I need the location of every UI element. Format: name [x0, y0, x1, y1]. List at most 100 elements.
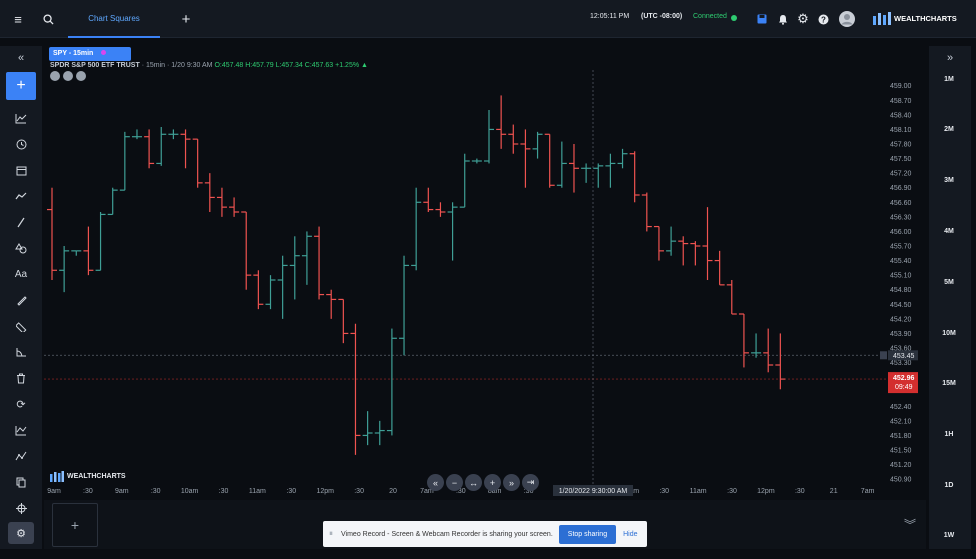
x-tick-label: 11am [249, 488, 266, 495]
save-icon[interactable] [755, 0, 769, 38]
y-tick-label: 459.00 [890, 83, 912, 90]
ohlc-bar [338, 298, 349, 344]
sharing-message: Vimeo Record - Screen & Webcam Recorder … [341, 530, 553, 538]
timeframe-2m[interactable]: 2M [944, 126, 954, 133]
crosshair-time-box [553, 485, 633, 496]
ohlc-bar [496, 95, 507, 149]
timeframe-15m[interactable]: 15M [942, 380, 956, 387]
x-tick-label: :30 [219, 488, 229, 495]
search-icon[interactable] [38, 0, 58, 38]
y-tick-label: 457.20 [890, 171, 912, 178]
settings-tool-icon[interactable]: ⚙ [8, 522, 34, 544]
scroll-right-button[interactable]: » [503, 474, 520, 491]
fit-button[interactable]: ↔ [465, 474, 482, 491]
timeframe-1d[interactable]: 1D [944, 482, 954, 489]
timeframe-3m[interactable]: 3M [944, 177, 954, 184]
plus-icon[interactable]: + [181, 10, 191, 28]
calendar-icon[interactable] [8, 160, 34, 180]
ohlc-bar [83, 226, 94, 276]
shapes-tool-icon[interactable] [8, 238, 34, 258]
add-study-button[interactable]: + [6, 72, 36, 100]
scroll-end-button[interactable]: ⇥ [522, 474, 539, 491]
ohlc-bar [751, 333, 762, 358]
polyline-tool-icon[interactable] [8, 446, 34, 466]
y-tick-label: 458.70 [890, 98, 912, 105]
timeframe-1m[interactable]: 1M [944, 76, 954, 83]
ruler-tool-icon[interactable] [8, 316, 34, 336]
ohlc-bar [653, 225, 664, 261]
clock-icon[interactable] [8, 134, 34, 154]
ohlc-bar [508, 124, 519, 154]
ohlc-bar [411, 187, 422, 271]
symbol-tab[interactable]: SPY - 15min [49, 47, 131, 61]
collapse-right-icon[interactable]: » [946, 52, 954, 64]
ohlc-bar [763, 328, 774, 373]
x-tick-label: 20 [389, 488, 397, 495]
ohlc-bar [277, 255, 288, 319]
chart-area[interactable]: 459.00 458.70 458.40 458.10 457.80 457.50 457.… [44, 46, 926, 498]
x-tick-label: 9am [115, 488, 129, 495]
ohlc-bar [690, 241, 701, 266]
stop-sharing-button[interactable]: Stop sharing [558, 524, 617, 544]
close-icon[interactable] [76, 71, 86, 81]
scroll-start-button[interactable]: « [427, 474, 444, 491]
y-tick-label: 455.10 [890, 273, 912, 280]
symbol-color-dot [101, 50, 107, 55]
line-tool-icon[interactable] [8, 212, 34, 232]
ohlc-bar [666, 226, 677, 256]
indicator-tool-icon[interactable] [8, 108, 34, 128]
zoom-in-button[interactable]: + [484, 474, 501, 491]
y-tick-label: 456.30 [890, 214, 912, 221]
angle-tool-icon[interactable] [8, 342, 34, 362]
symbol-tab-label: SPY - 15min [53, 50, 94, 57]
connection-status: Connected [693, 13, 727, 20]
hide-notification-link[interactable]: Hide [623, 530, 638, 538]
y-tick-label: 454.50 [890, 302, 912, 309]
bell-icon[interactable] [776, 0, 790, 38]
price-chart[interactable]: 459.00 458.70 458.40 458.10 457.80 457.50 457.… [44, 46, 926, 498]
trend-tool-icon[interactable] [8, 186, 34, 206]
collapse-left-icon[interactable]: « [17, 52, 25, 64]
crosshair-icon[interactable] [8, 498, 34, 518]
y-tick-label: 451.20 [890, 462, 912, 469]
tab-chart-squares[interactable]: Chart Squares [68, 0, 160, 38]
brand-logo: WEALTHCHARTS [873, 12, 957, 25]
ohlc-bar [617, 148, 628, 169]
ohlc-bar [229, 197, 240, 217]
ohlc-bar [702, 207, 713, 280]
trash-icon[interactable] [8, 368, 34, 388]
x-tick-label: :30 [795, 488, 805, 495]
crosshair-add-icon [880, 351, 887, 360]
copy-icon[interactable] [8, 472, 34, 492]
zoom-out-button[interactable]: − [446, 474, 463, 491]
text-tool-icon[interactable]: Aa [14, 268, 28, 280]
help-icon[interactable]: ? [816, 0, 830, 38]
edit-icon[interactable] [50, 71, 60, 81]
avatar[interactable] [838, 0, 856, 38]
hamburger-icon[interactable]: ≡ [14, 11, 22, 27]
ohlc-bar [362, 411, 373, 446]
y-tick-label: 456.90 [890, 185, 912, 192]
x-tick-label: 7am [861, 488, 875, 495]
brush-tool-icon[interactable] [8, 290, 34, 310]
ohlc-bar [314, 226, 325, 300]
x-tick-label: :30 [727, 488, 737, 495]
instrument-interval: · 15min · 1/20 9:30 AM [141, 62, 213, 69]
ohlc-bar [192, 138, 203, 188]
timeframe-1h[interactable]: 1H [944, 431, 954, 438]
timeframe-1w[interactable]: 1W [943, 532, 955, 539]
dropdown-icon[interactable] [63, 71, 73, 81]
ohlc-bar [544, 133, 555, 188]
timeframe-10m[interactable]: 10M [942, 330, 956, 337]
sync-icon[interactable]: ⟳ [16, 398, 26, 411]
chart-type-icon[interactable] [8, 420, 34, 440]
ohlc-bar [265, 275, 276, 310]
expand-panel-icon[interactable]: ︾ [903, 517, 916, 532]
timeframe-4m[interactable]: 4M [944, 228, 954, 235]
ohlc-bar [520, 129, 531, 188]
timeframe-5m[interactable]: 5M [944, 279, 954, 286]
add-panel-button[interactable]: + [52, 503, 98, 547]
drag-handle-icon[interactable]: ⏸ [329, 529, 333, 538]
change-up-icon: ▲ [361, 62, 368, 69]
gear-icon[interactable]: ⚙ [797, 11, 809, 26]
